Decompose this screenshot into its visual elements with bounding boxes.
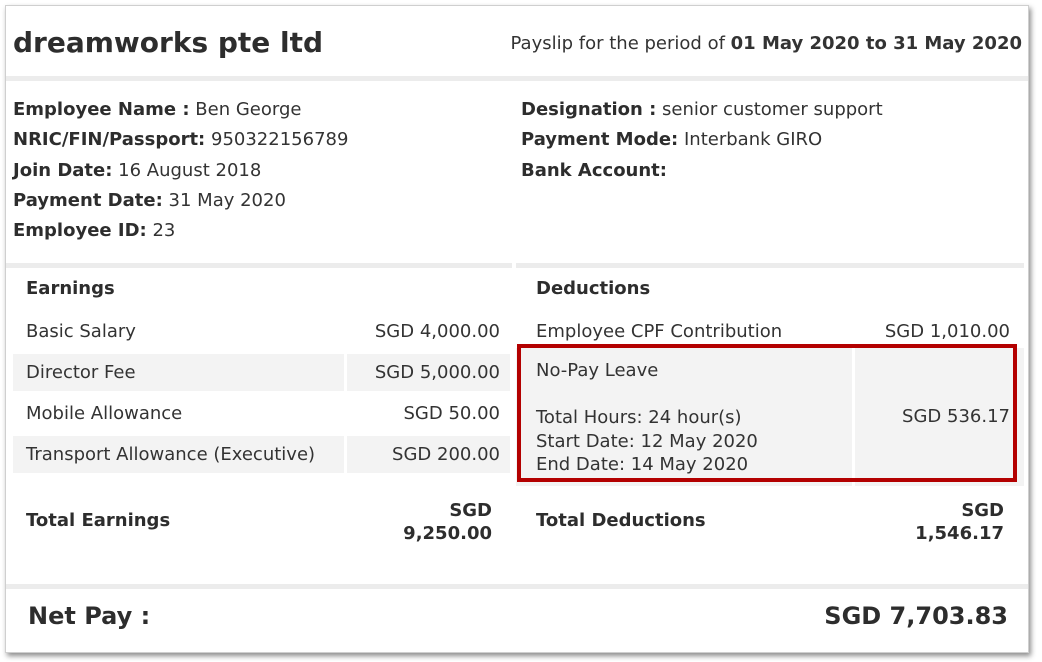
employee-id-value: 23: [152, 220, 176, 242]
total-deductions-value: 1,546.17: [915, 523, 1004, 544]
deduction-row: Employee CPF Contribution SGD 1,010.00: [516, 313, 1024, 350]
earning-amount: SGD 5,000.00: [347, 354, 510, 391]
earning-row: Director Fee SGD 5,000.00: [13, 354, 510, 391]
net-pay-divider: [6, 584, 1028, 589]
payment-date-value: 31 May 2020: [168, 189, 286, 211]
total-deductions-currency: SGD: [961, 500, 1004, 521]
earning-amount: SGD 50.00: [403, 403, 501, 424]
total-earnings-currency: SGD: [449, 500, 492, 521]
total-earnings-label: Total Earnings: [26, 510, 171, 531]
pay-period-range: 01 May 2020 to 31 May 2020: [730, 33, 1022, 54]
earning-label: Mobile Allowance: [26, 403, 183, 424]
total-deductions-label: Total Deductions: [536, 510, 706, 531]
designation-value: senior customer support: [662, 99, 883, 120]
earnings-title: Earnings: [26, 278, 115, 299]
no-pay-leave-hours: Total Hours: 24 hour(s): [536, 407, 742, 428]
net-pay-value: SGD 7,703.83: [824, 602, 1008, 630]
join-date-row: Join Date: 16 August 2018: [13, 156, 348, 186]
payment-mode-label: Payment Mode:: [521, 129, 679, 151]
no-pay-leave-label: No-Pay Leave: [536, 360, 659, 381]
earning-label: Basic Salary: [26, 321, 136, 342]
nric-value: 950322156789: [211, 129, 349, 151]
earning-label: Director Fee: [13, 354, 344, 391]
no-pay-leave-amount: SGD 536.17: [902, 406, 1010, 427]
nric-row: NRIC/FIN/Passport: 950322156789: [13, 125, 348, 155]
pay-period-prefix: Payslip for the period of: [510, 33, 725, 54]
join-date-value: 16 August 2018: [118, 159, 262, 181]
no-pay-leave-detail-cell: No-Pay Leave Total Hours: 24 hour(s) Sta…: [516, 348, 852, 486]
no-pay-leave-amount-cell: SGD 536.17: [855, 348, 1024, 486]
earning-row: Basic Salary SGD 4,000.00: [13, 313, 510, 350]
nric-label: NRIC/FIN/Passport:: [13, 129, 206, 151]
earning-amount: SGD 200.00: [347, 436, 510, 473]
total-earnings-value: 9,250.00: [403, 523, 492, 544]
net-pay-label: Net Pay :: [28, 602, 151, 630]
employee-name-label: Employee Name :: [13, 99, 190, 120]
earning-label: Transport Allowance (Executive): [13, 436, 344, 473]
employee-name-row: Employee Name : Ben George: [13, 95, 348, 125]
earning-amount: SGD 4,000.00: [374, 321, 500, 342]
no-pay-leave-end: End Date: 14 May 2020: [536, 454, 749, 475]
employee-id-label: Employee ID:: [13, 220, 147, 242]
total-earnings-amount: SGD 9,250.00: [403, 499, 492, 545]
payment-mode-row: Payment Mode: Interbank GIRO: [521, 125, 883, 155]
payslip-header: dreamworks pte ltd Payslip for the perio…: [6, 6, 1028, 76]
join-date-label: Join Date:: [13, 159, 113, 181]
payment-date-row: Payment Date: 31 May 2020: [13, 186, 348, 216]
no-pay-leave-details: Total Hours: 24 hour(s) Start Date: 12 M…: [536, 406, 758, 477]
pay-period: Payslip for the period of 01 May 2020 to…: [511, 33, 1022, 54]
employee-id-row: Employee ID: 23: [13, 216, 348, 246]
company-name: dreamworks pte ltd: [13, 26, 324, 59]
designation-label: Designation :: [521, 99, 657, 120]
designation-row: Designation : senior customer support: [521, 95, 883, 125]
earning-row: Mobile Allowance SGD 50.00: [13, 395, 510, 432]
deductions-divider: [516, 263, 1024, 268]
total-deductions-amount: SGD 1,546.17: [915, 499, 1004, 545]
earning-row: Transport Allowance (Executive) SGD 200.…: [13, 436, 510, 473]
payment-mode-value: Interbank GIRO: [684, 129, 823, 151]
employee-info-left: Employee Name : Ben George NRIC/FIN/Pass…: [13, 95, 348, 246]
employee-info-right: Designation : senior customer support Pa…: [521, 95, 883, 186]
earnings-divider: [6, 263, 512, 268]
header-divider: [6, 76, 1028, 81]
no-pay-leave-highlight-box: [517, 344, 1017, 482]
deductions-title: Deductions: [536, 278, 651, 299]
bank-account-label: Bank Account:: [521, 159, 667, 181]
no-pay-leave-start: Start Date: 12 May 2020: [536, 430, 758, 452]
no-pay-leave-row: No-Pay Leave Total Hours: 24 hour(s) Sta…: [516, 348, 1024, 486]
deduction-amount: SGD 1,010.00: [884, 321, 1010, 342]
payslip-card: dreamworks pte ltd Payslip for the perio…: [5, 5, 1029, 653]
bank-account-row: Bank Account:: [521, 156, 883, 186]
employee-name: Ben George: [195, 99, 302, 120]
payment-date-label: Payment Date:: [13, 189, 163, 211]
deduction-label: Employee CPF Contribution: [536, 321, 783, 342]
